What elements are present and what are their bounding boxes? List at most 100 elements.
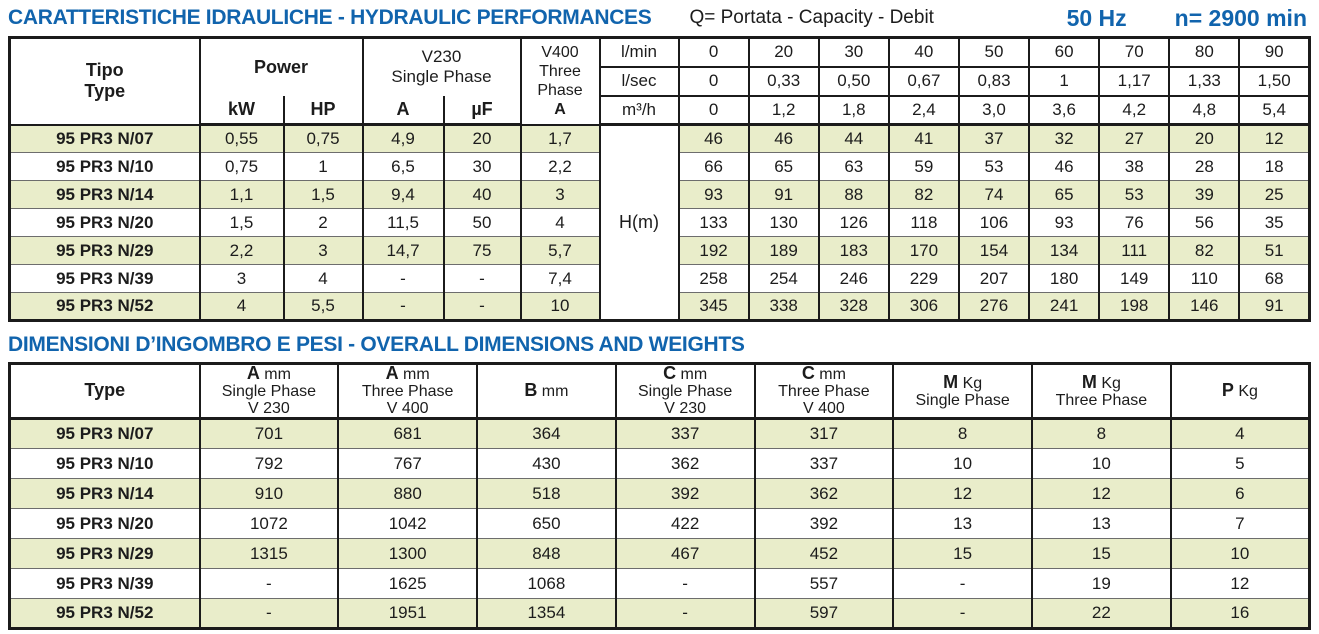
amps-400-cell: 3 bbox=[519, 180, 601, 209]
head-value-cell: 328 bbox=[817, 292, 890, 321]
dimension-value-cell: 767 bbox=[337, 448, 478, 479]
dimension-value-cell: 422 bbox=[614, 508, 756, 539]
head-value-cell: 207 bbox=[957, 264, 1031, 293]
hydraulic-header-row-2: l/sec 0 0,33 0,50 0,67 0,83 1 1,17 1,33 1,50 bbox=[10, 65, 1311, 97]
amps-230-cell: - bbox=[361, 292, 445, 321]
dimension-value-cell: 10 bbox=[892, 448, 1033, 479]
head-value-cell: 59 bbox=[887, 152, 960, 181]
pump-type-cell: 95 PR3 N/20 bbox=[8, 208, 201, 237]
dim-header-letter: B bbox=[524, 380, 538, 400]
amps-230-cell: 9,4 bbox=[361, 180, 445, 209]
dimension-value-cell: 7 bbox=[1169, 508, 1311, 539]
power-group-header: Power bbox=[198, 36, 364, 96]
head-value-cell: 229 bbox=[887, 264, 960, 293]
head-value-cell: 91 bbox=[747, 180, 820, 209]
head-value-cell: 126 bbox=[817, 208, 890, 237]
head-value-cell: 56 bbox=[1168, 208, 1241, 237]
hydraulic-table-body: 95 PR3 N/07 0,55 0,75 4,9 20 1,7 H(m) 46 46 44 41 3… bbox=[8, 124, 1311, 321]
flow-value-cell: 1,33 bbox=[1168, 65, 1241, 97]
dim-header-unit: Kg bbox=[1101, 374, 1121, 392]
head-value-cell: 63 bbox=[817, 152, 890, 181]
v400-header-line: Three bbox=[539, 63, 581, 81]
dimension-value-cell: 8 bbox=[892, 418, 1033, 449]
hp-cell: 1,5 bbox=[282, 180, 364, 209]
head-value-cell: 53 bbox=[1098, 180, 1171, 209]
dimension-value-cell: - bbox=[614, 598, 756, 629]
flow-value-cell: 0 bbox=[677, 36, 750, 68]
uf-cell: 20 bbox=[442, 124, 522, 153]
head-value-cell: 82 bbox=[1168, 236, 1241, 265]
head-value-cell: 146 bbox=[1168, 292, 1241, 321]
dimension-value-cell: 1354 bbox=[476, 598, 617, 629]
head-value-cell: 189 bbox=[747, 236, 820, 265]
amps-400-cell: 10 bbox=[519, 292, 601, 321]
pump-type-cell: 95 PR3 N/10 bbox=[8, 448, 201, 479]
amps-230-cell: 4,9 bbox=[361, 124, 445, 153]
v230-group-header: V230 Single Phase bbox=[361, 36, 522, 96]
dim-header-line3: V 400 bbox=[802, 400, 845, 417]
dimension-value-cell: 701 bbox=[198, 418, 340, 449]
dim-type-column-header: Type bbox=[8, 362, 201, 420]
dimension-value-cell: - bbox=[892, 568, 1033, 599]
dimension-value-cell: 6 bbox=[1169, 478, 1311, 509]
pump-type-cell: 95 PR3 N/52 bbox=[8, 598, 201, 629]
dim-b-header: B mm bbox=[476, 362, 617, 420]
pump-type-cell: 95 PR3 N/29 bbox=[8, 236, 201, 265]
head-value-cell: 82 bbox=[887, 180, 960, 209]
flow-value-cell: 4,2 bbox=[1098, 94, 1171, 126]
dimension-value-cell: 452 bbox=[753, 538, 895, 569]
hydraulic-table-row: 95 PR3 N/52 4 5,5- -10 345 338 328 306 276 241 198… bbox=[8, 292, 1311, 321]
dimension-value-cell: 13 bbox=[892, 508, 1033, 539]
uf-cell: 30 bbox=[442, 152, 522, 181]
dim-header-unit: mm bbox=[680, 366, 708, 383]
head-value-cell: 18 bbox=[1238, 152, 1311, 181]
head-value-cell: 254 bbox=[747, 264, 820, 293]
amps-230-cell: 14,7 bbox=[361, 236, 445, 265]
head-value-cell: 134 bbox=[1028, 236, 1101, 265]
head-value-cell: 46 bbox=[677, 124, 750, 153]
dimension-value-cell: 392 bbox=[614, 478, 756, 509]
dimension-value-cell: 518 bbox=[476, 478, 617, 509]
head-value-cell: 12 bbox=[1238, 124, 1311, 153]
dimension-value-cell: - bbox=[614, 568, 756, 599]
head-value-cell: 74 bbox=[957, 180, 1031, 209]
dimension-value-cell: 22 bbox=[1031, 598, 1172, 629]
dim-header-letter: C bbox=[663, 363, 677, 383]
dimension-value-cell: 848 bbox=[476, 538, 617, 569]
dimensions-table: Type A mm Single Phase V 230 A mm Three … bbox=[8, 362, 1311, 630]
head-value-cell: 46 bbox=[747, 124, 820, 153]
head-value-cell: 192 bbox=[677, 236, 750, 265]
head-value-cell: 25 bbox=[1238, 180, 1311, 209]
head-value-cell: 130 bbox=[747, 208, 820, 237]
head-value-cell: 88 bbox=[817, 180, 890, 209]
dim-c-single-phase-header: C mm Single Phase V 230 bbox=[614, 362, 756, 420]
kw-cell: 4 bbox=[198, 292, 285, 321]
hp-column-label: HP bbox=[282, 94, 364, 126]
flow-value-cell: 0,83 bbox=[957, 65, 1031, 97]
dimensions-title: DIMENSIONI D’INGOMBRO E PESI - OVERALL D… bbox=[8, 333, 745, 356]
dimension-value-cell: 12 bbox=[892, 478, 1033, 509]
dim-header-line2: Single Phase bbox=[637, 383, 733, 400]
dim-header-letter: C bbox=[801, 363, 815, 383]
head-value-cell: 37 bbox=[957, 124, 1031, 153]
amps-230-cell: 11,5 bbox=[361, 208, 445, 237]
pump-type-cell: 95 PR3 N/52 bbox=[8, 292, 201, 321]
dimension-value-cell: 1042 bbox=[337, 508, 478, 539]
head-value-cell: 258 bbox=[677, 264, 750, 293]
amps-400-cell: 2,2 bbox=[519, 152, 601, 181]
flow-value-cell: 0,67 bbox=[887, 65, 960, 97]
dim-header-letter: A bbox=[385, 363, 399, 383]
dimension-value-cell: 1951 bbox=[337, 598, 478, 629]
flow-value-cell: 50 bbox=[957, 36, 1031, 68]
pump-type-cell: 95 PR3 N/10 bbox=[8, 152, 201, 181]
flow-value-cell: 0 bbox=[677, 94, 750, 126]
dim-header-unit: Kg bbox=[962, 374, 983, 392]
flow-value-cell: 40 bbox=[887, 36, 960, 68]
dimension-value-cell: 10 bbox=[1031, 448, 1172, 479]
head-value-cell: 149 bbox=[1098, 264, 1171, 293]
dimensions-table-row: 95 PR3 N/39-1625 1068-557-19 12 bbox=[8, 568, 1311, 599]
head-value-cell: 93 bbox=[1028, 208, 1101, 237]
flow-value-cell: 1 bbox=[1028, 65, 1101, 97]
head-value-cell: 35 bbox=[1238, 208, 1311, 237]
